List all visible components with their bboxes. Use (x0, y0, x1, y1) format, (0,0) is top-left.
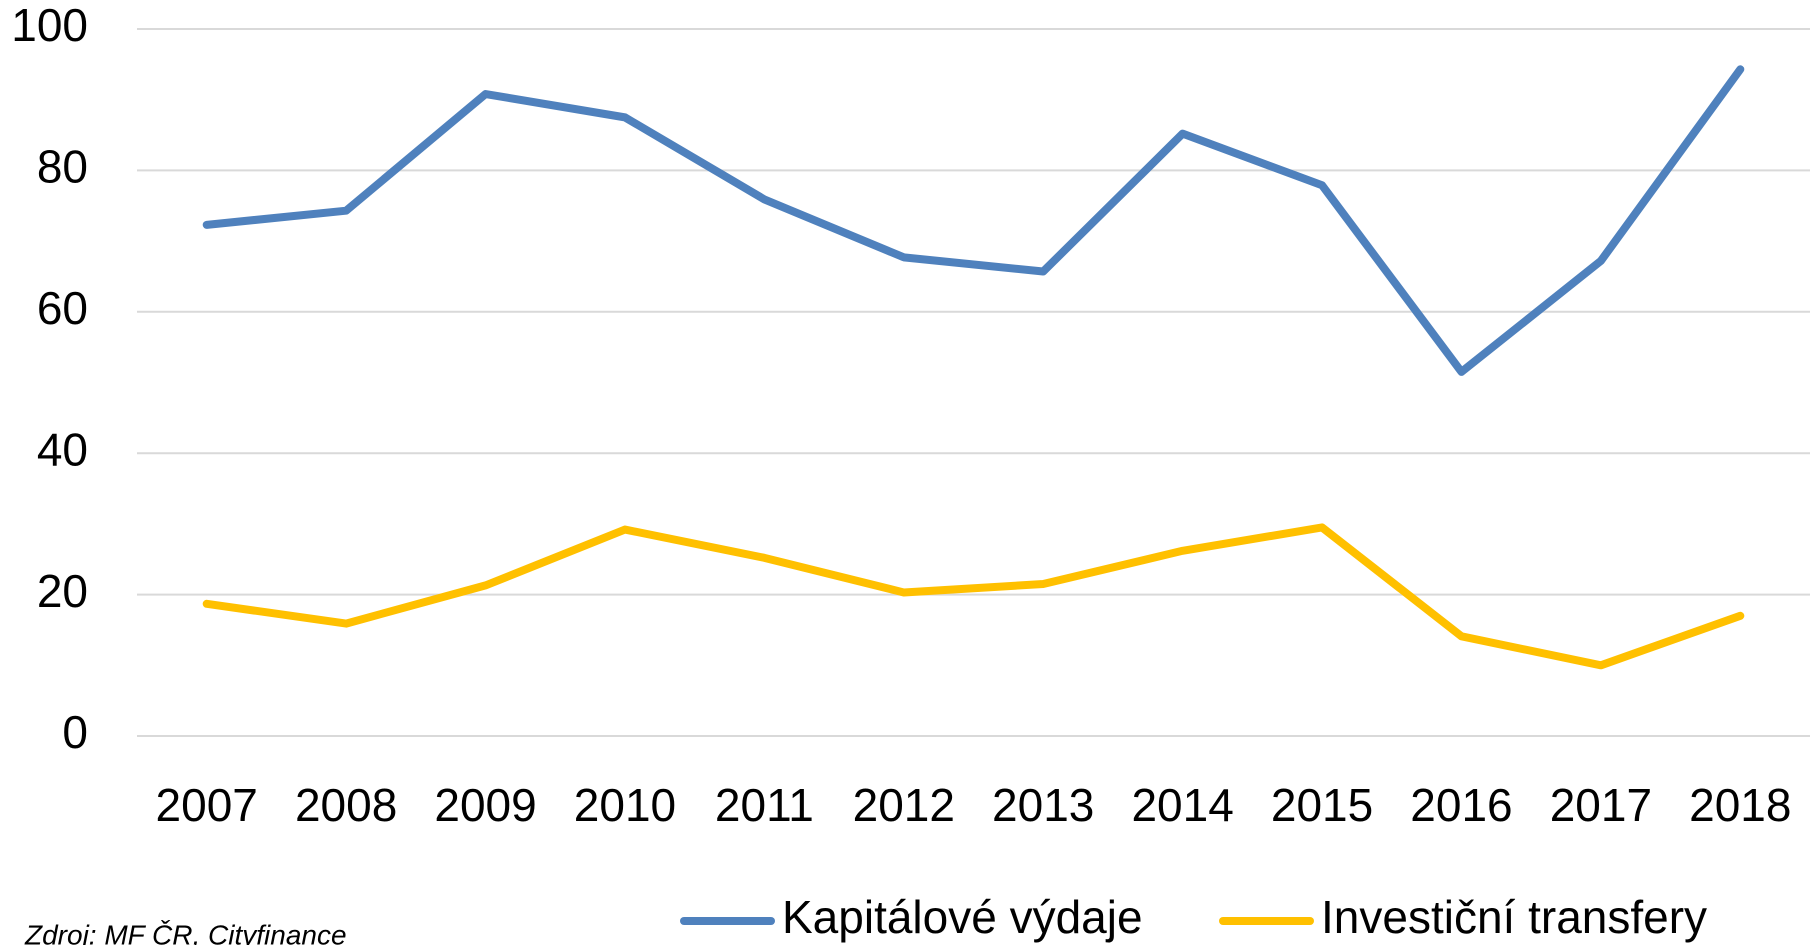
x-tick-label: 2018 (1689, 779, 1791, 831)
x-tick-label: 2007 (156, 779, 258, 831)
y-tick-label: 100 (11, 0, 88, 51)
x-tick-label: 2013 (992, 779, 1094, 831)
y-tick-label: 80 (37, 141, 88, 193)
x-tick-label: 2012 (853, 779, 955, 831)
x-tick-label: 2011 (715, 779, 814, 831)
x-tick-label: 2016 (1410, 779, 1512, 831)
y-tick-label: 0 (62, 706, 88, 758)
y-tick-label: 60 (37, 282, 88, 334)
y-tick-label: 20 (37, 565, 88, 617)
series-line (202, 65, 1745, 376)
series-line (202, 523, 1745, 670)
legend-label: Investiční transfery (1321, 891, 1707, 943)
source-note: Zdroj: MF ČR, Cityfinance (24, 919, 347, 945)
x-tick-label: 2008 (295, 779, 397, 831)
y-tick-label: 40 (37, 423, 88, 475)
x-tick-label: 2017 (1550, 779, 1652, 831)
x-tick-label: 2010 (574, 779, 676, 831)
x-tick-label: 2009 (434, 779, 536, 831)
x-tick-label: 2015 (1271, 779, 1373, 831)
x-tick-label: 2014 (1131, 779, 1233, 831)
legend-label: Kapitálové výdaje (782, 891, 1143, 943)
